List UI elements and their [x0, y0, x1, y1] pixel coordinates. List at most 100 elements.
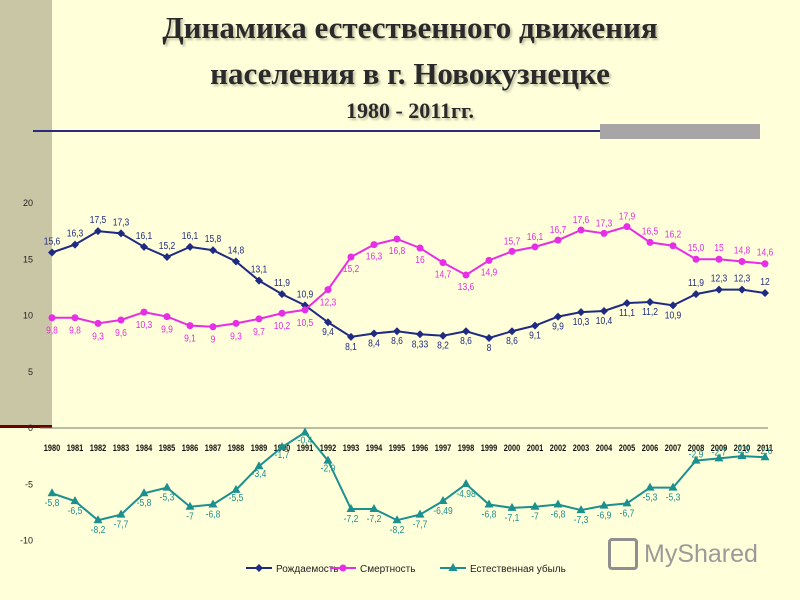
data-point — [116, 509, 126, 518]
x-tick-label: 2006 — [642, 443, 659, 453]
data-label: 8,2 — [437, 340, 449, 351]
x-tick-label: 1989 — [251, 443, 268, 453]
x-tick-label: 2001 — [527, 443, 544, 453]
data-point — [553, 499, 563, 508]
data-point — [737, 451, 747, 460]
presentation-icon — [608, 538, 638, 570]
data-point — [163, 313, 171, 321]
data-point — [668, 482, 678, 491]
data-point — [393, 235, 401, 243]
data-point — [162, 482, 172, 491]
side-decor-bar — [0, 0, 52, 425]
x-tick-label: 1998 — [458, 443, 475, 453]
data-point — [531, 243, 539, 251]
data-point — [416, 330, 424, 339]
data-point — [117, 229, 125, 238]
data-point — [231, 484, 241, 493]
data-label: -2,7 — [712, 447, 727, 458]
data-label: -1,7 — [275, 450, 290, 461]
slide-title-line2: населения в г. Новокузнецке — [210, 56, 610, 91]
data-point — [301, 306, 309, 314]
x-tick-label: 1992 — [320, 443, 337, 453]
data-point — [47, 488, 57, 497]
data-label: -2,5 — [735, 445, 750, 456]
data-point — [254, 461, 264, 470]
data-label: 10,3 — [136, 320, 153, 331]
data-label: -6,8 — [482, 509, 497, 520]
data-label: 16,3 — [366, 251, 383, 262]
data-label: 11,9 — [274, 278, 290, 289]
data-point — [300, 427, 310, 436]
data-label: 16,1 — [182, 230, 199, 241]
data-label: -5,3 — [643, 492, 658, 503]
data-point — [415, 509, 425, 518]
y-tick-label: 10 — [23, 311, 33, 321]
data-label: 12,3 — [711, 273, 728, 284]
data-point — [484, 499, 494, 508]
data-label: -2,9 — [321, 463, 336, 474]
data-point — [255, 276, 263, 285]
legend-marker — [448, 563, 458, 571]
y-tick-label: -5 — [25, 479, 33, 489]
x-tick-label: 1995 — [389, 443, 406, 453]
data-point — [347, 332, 355, 341]
data-point — [600, 229, 608, 237]
data-point — [462, 271, 470, 279]
data-label: 9,7 — [253, 326, 265, 337]
data-label: 13,6 — [458, 281, 475, 292]
data-point — [461, 479, 471, 488]
data-label: 14,7 — [435, 269, 452, 280]
data-label: -6,9 — [597, 510, 612, 521]
data-point — [530, 501, 540, 510]
legend-label: Естественная убыль — [470, 563, 566, 575]
data-point — [692, 255, 700, 263]
data-label: 11,2 — [642, 306, 658, 317]
data-point — [416, 244, 424, 252]
watermark: MyShared — [608, 538, 768, 574]
x-tick-label: 1981 — [67, 443, 84, 453]
data-label: 10,9 — [297, 289, 314, 300]
data-point — [208, 499, 218, 508]
x-tick-label: 1984 — [136, 443, 153, 453]
data-point — [554, 312, 562, 321]
data-point — [71, 314, 79, 322]
slide-title-years: 1980 - 2011гг. — [345, 98, 475, 123]
data-label: 9,8 — [46, 325, 58, 336]
y-tick-label: 0 — [28, 423, 33, 433]
x-tick-label: 1987 — [205, 443, 222, 453]
data-label: 8,1 — [345, 341, 357, 352]
data-label: 9,9 — [161, 324, 173, 335]
data-point — [209, 323, 217, 331]
data-point — [531, 321, 539, 330]
data-point — [277, 442, 287, 451]
data-label: 14,9 — [481, 267, 498, 278]
data-point — [117, 316, 125, 324]
x-tick-label: 1996 — [412, 443, 429, 453]
data-point — [71, 240, 79, 249]
data-label: 12,3 — [320, 297, 337, 308]
data-point — [369, 504, 379, 512]
data-point — [346, 504, 356, 512]
y-tick-label: 20 — [23, 198, 33, 208]
data-point — [646, 238, 654, 246]
data-label: -5,8 — [137, 498, 152, 509]
data-label: 9,9 — [552, 321, 564, 332]
x-tick-label: 2005 — [619, 443, 636, 453]
data-label: 10,2 — [274, 321, 291, 332]
data-point — [93, 515, 103, 524]
data-label: 14,8 — [228, 245, 245, 256]
data-point — [508, 327, 516, 336]
data-label: 16,2 — [665, 229, 682, 240]
data-label: -8,2 — [91, 525, 106, 536]
data-label: -6,8 — [206, 509, 221, 520]
data-point — [323, 455, 333, 464]
data-label: -7,2 — [344, 513, 359, 524]
data-point — [232, 319, 240, 327]
data-label: 15,7 — [504, 236, 521, 247]
data-point — [761, 260, 769, 268]
data-label: 12 — [760, 276, 769, 287]
data-point — [738, 258, 746, 265]
data-label: -3,4 — [252, 469, 267, 480]
data-label: -7,3 — [574, 515, 589, 526]
x-tick-label: 2008 — [688, 443, 705, 453]
